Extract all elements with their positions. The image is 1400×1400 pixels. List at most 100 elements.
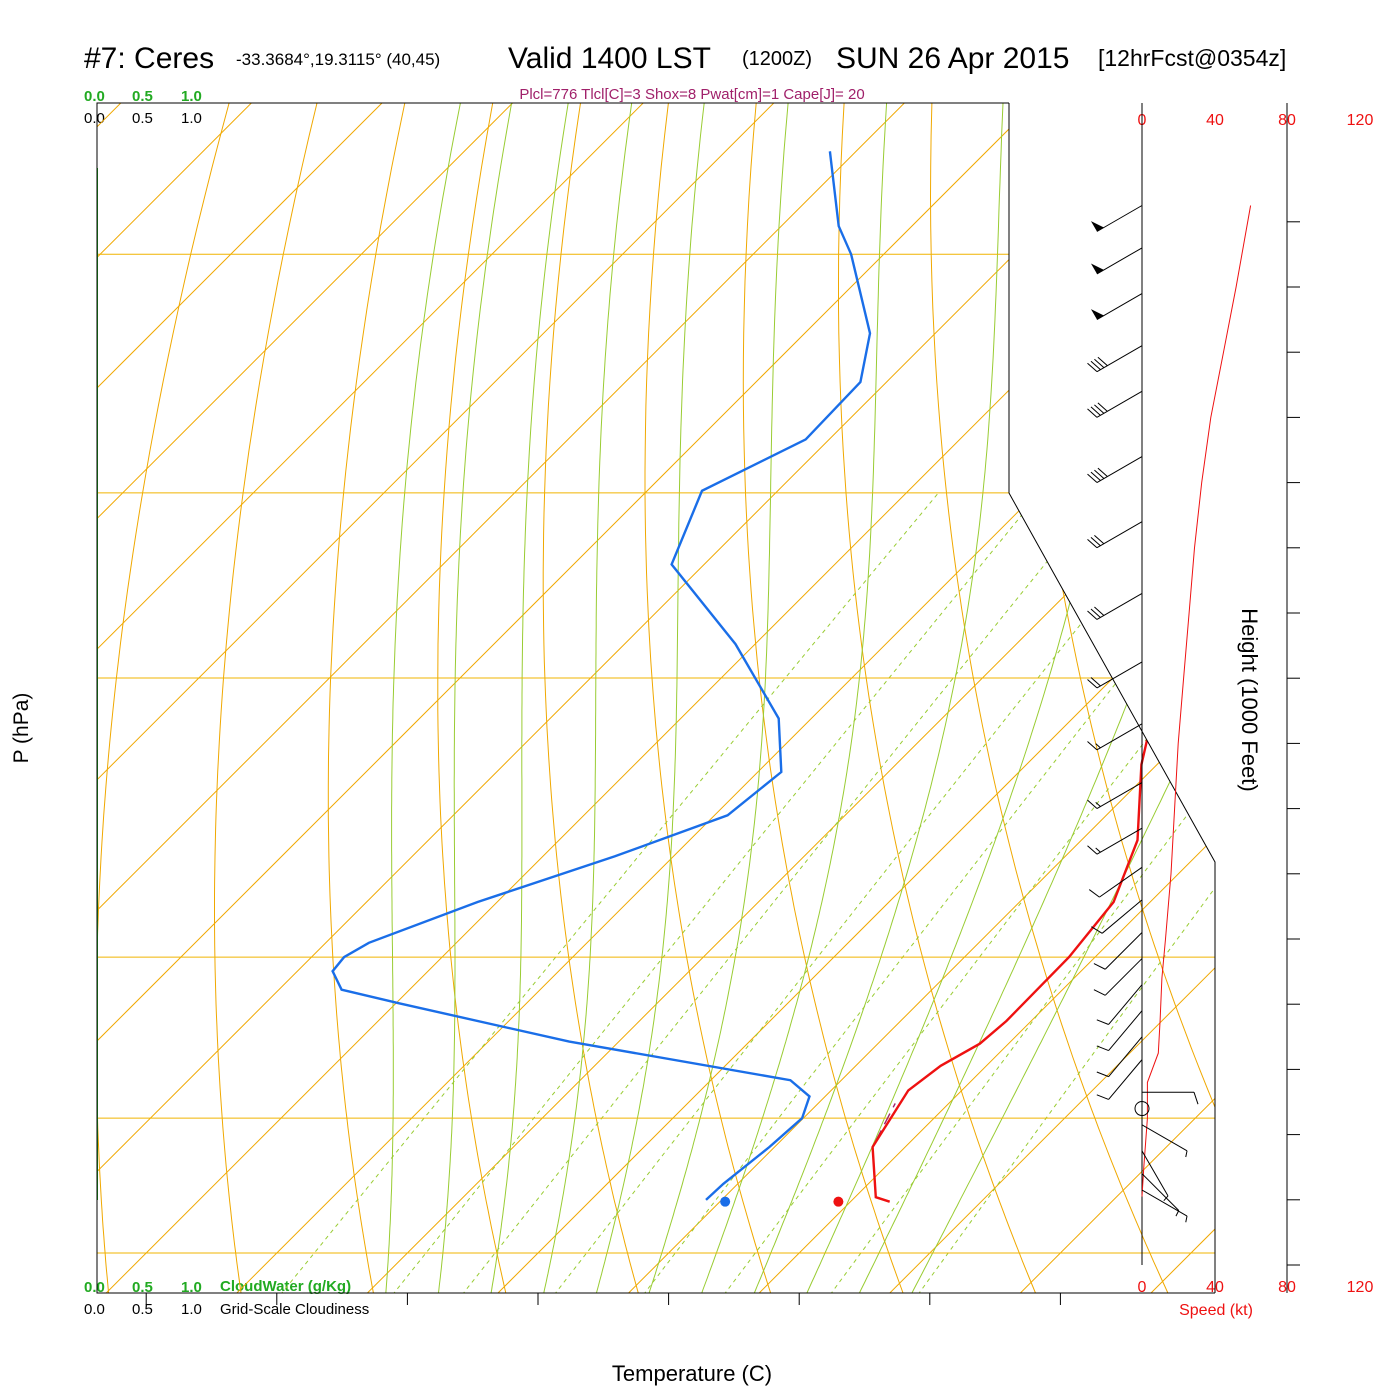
isotherm xyxy=(97,103,176,1293)
wind-barb-flag xyxy=(1087,679,1098,689)
valid-zulu: (1200Z) xyxy=(742,48,812,70)
wind-barb-staff xyxy=(1141,1124,1188,1152)
isotherm xyxy=(97,103,1090,1293)
wind-barb xyxy=(1141,1173,1180,1217)
wind-barb-flag xyxy=(1087,538,1098,549)
moist-adiabat xyxy=(698,103,888,1293)
wind-barb-flag xyxy=(1096,1094,1109,1100)
wind-barb-flag xyxy=(1097,402,1108,412)
cloud-scale-bottom-green-1: 0.5 xyxy=(132,1279,153,1296)
thermo-grid xyxy=(97,0,1400,1301)
wind-barb-staff xyxy=(1141,1189,1188,1217)
isotherm xyxy=(97,103,1215,1293)
height-axis-title: Height (1000 Feet) xyxy=(1237,608,1262,791)
wind-barb-staff xyxy=(1108,1036,1143,1077)
isotherm xyxy=(619,103,1215,1293)
isotherm xyxy=(97,103,829,1293)
wind-barb-halfflag xyxy=(1163,1195,1169,1201)
mixing-ratio-line xyxy=(548,492,1186,1293)
dry-adiabat xyxy=(1355,0,1400,1301)
wind-barb xyxy=(1141,1189,1188,1223)
wind-barb-flag xyxy=(1087,799,1098,809)
isotherm xyxy=(97,103,307,1293)
wind-barb-staff xyxy=(1104,932,1143,970)
wind-barb-flag xyxy=(1090,406,1101,416)
wind-barb xyxy=(1087,661,1143,689)
dry-adiabat xyxy=(929,103,1173,1293)
wind-barb-staff xyxy=(1096,390,1143,418)
isotherm xyxy=(97,103,1215,1293)
cloudwater-label: CloudWater (g/Kg) xyxy=(220,1278,351,1295)
wind-barb-halfflag xyxy=(1095,801,1101,807)
moist-adiabat xyxy=(645,103,789,1293)
plot-border xyxy=(96,102,1215,1294)
dry-adiabat xyxy=(838,103,1040,1293)
wind-barb xyxy=(1087,723,1143,751)
cloud-scale-top-black-0: 0.0 xyxy=(84,110,105,127)
wind-barb-staff xyxy=(1096,456,1143,483)
wind-barb-halfflag xyxy=(1185,1215,1188,1223)
speed-tick-top-1: 40 xyxy=(1206,112,1224,129)
wind-barb-flag xyxy=(1097,467,1108,477)
wind-barb-flag xyxy=(1091,926,1103,934)
dry-adiabat xyxy=(97,103,285,1293)
mixing-ratio-line xyxy=(824,492,1215,1293)
wind-barb xyxy=(1087,345,1143,373)
wind-barb xyxy=(1087,390,1143,418)
wind-barb xyxy=(1090,247,1143,275)
wind-barb xyxy=(1087,521,1143,549)
x-axis-title: Temperature (C) xyxy=(612,1361,772,1386)
wind-barb-flag xyxy=(1096,1071,1109,1078)
wind-barb-staff xyxy=(1099,866,1143,898)
moist-adiabat xyxy=(436,103,513,1293)
surface-temperature-dot xyxy=(833,1196,844,1207)
wind-barb-flag xyxy=(1090,677,1101,687)
isotherm xyxy=(97,103,699,1293)
dry-adiabat xyxy=(542,103,642,1293)
wind-barb-staff xyxy=(1108,1010,1143,1051)
cloud-scale-bottom-green-0: 0.0 xyxy=(84,1279,105,1296)
isotherm xyxy=(97,103,960,1293)
wind-barb xyxy=(1088,866,1143,898)
calm-wind-circle xyxy=(1134,1101,1150,1117)
moist-adiabat xyxy=(489,103,569,1293)
wind-barb-flag xyxy=(1193,1092,1199,1105)
wind-barb-flag xyxy=(1090,471,1101,481)
moist-adiabat xyxy=(750,103,1004,1293)
wind-barb-halfflag xyxy=(1095,743,1101,749)
mixing-ratio-line xyxy=(912,492,1215,1293)
valid-time: Valid 1400 LST xyxy=(508,42,711,75)
wind-barb-staff xyxy=(1096,782,1143,809)
wind-barb-pennant xyxy=(1090,221,1104,232)
isotherm xyxy=(1142,103,1215,1293)
wind-barb-flag xyxy=(1090,360,1101,371)
wind-barb-flag xyxy=(1094,606,1105,616)
wind-barb-flag xyxy=(1087,473,1098,483)
speed-tick-bottom-0: 0 xyxy=(1138,1279,1147,1296)
wind-barb xyxy=(1090,205,1143,232)
wind-barb-flag xyxy=(1087,741,1098,751)
moist-adiabat xyxy=(854,103,1215,1293)
wind-barb-pennant xyxy=(1090,263,1104,274)
wind-barb xyxy=(1087,593,1143,620)
wind-barb-flag xyxy=(1088,889,1100,898)
mixing-ratio-line xyxy=(387,492,1041,1293)
wind-barb-flag xyxy=(1096,1045,1109,1052)
mixing-ratio-line xyxy=(638,492,1215,1293)
cloud-scale-top-black-1: 0.5 xyxy=(132,110,153,127)
wind-barb xyxy=(1141,1150,1169,1201)
cloud-scale-bottom-black-2: 1.0 xyxy=(181,1301,202,1318)
wind-barb-staff xyxy=(1096,827,1143,855)
surface-dewpoint-dot xyxy=(720,1196,731,1207)
wind-barb-flag xyxy=(1093,963,1106,970)
speed-tick-bottom-3: 120 xyxy=(1347,1279,1374,1296)
parcel-trace xyxy=(871,1103,896,1198)
station-title: #7: Ceres xyxy=(84,42,214,75)
wind-barb-staff xyxy=(1096,293,1143,320)
isotherm xyxy=(881,103,1215,1293)
wind-barb-staff xyxy=(1108,1059,1143,1100)
wind-barb xyxy=(1090,293,1143,320)
cloudiness-label: Grid-Scale Cloudiness xyxy=(220,1301,369,1318)
isotherm xyxy=(1011,103,1215,1293)
